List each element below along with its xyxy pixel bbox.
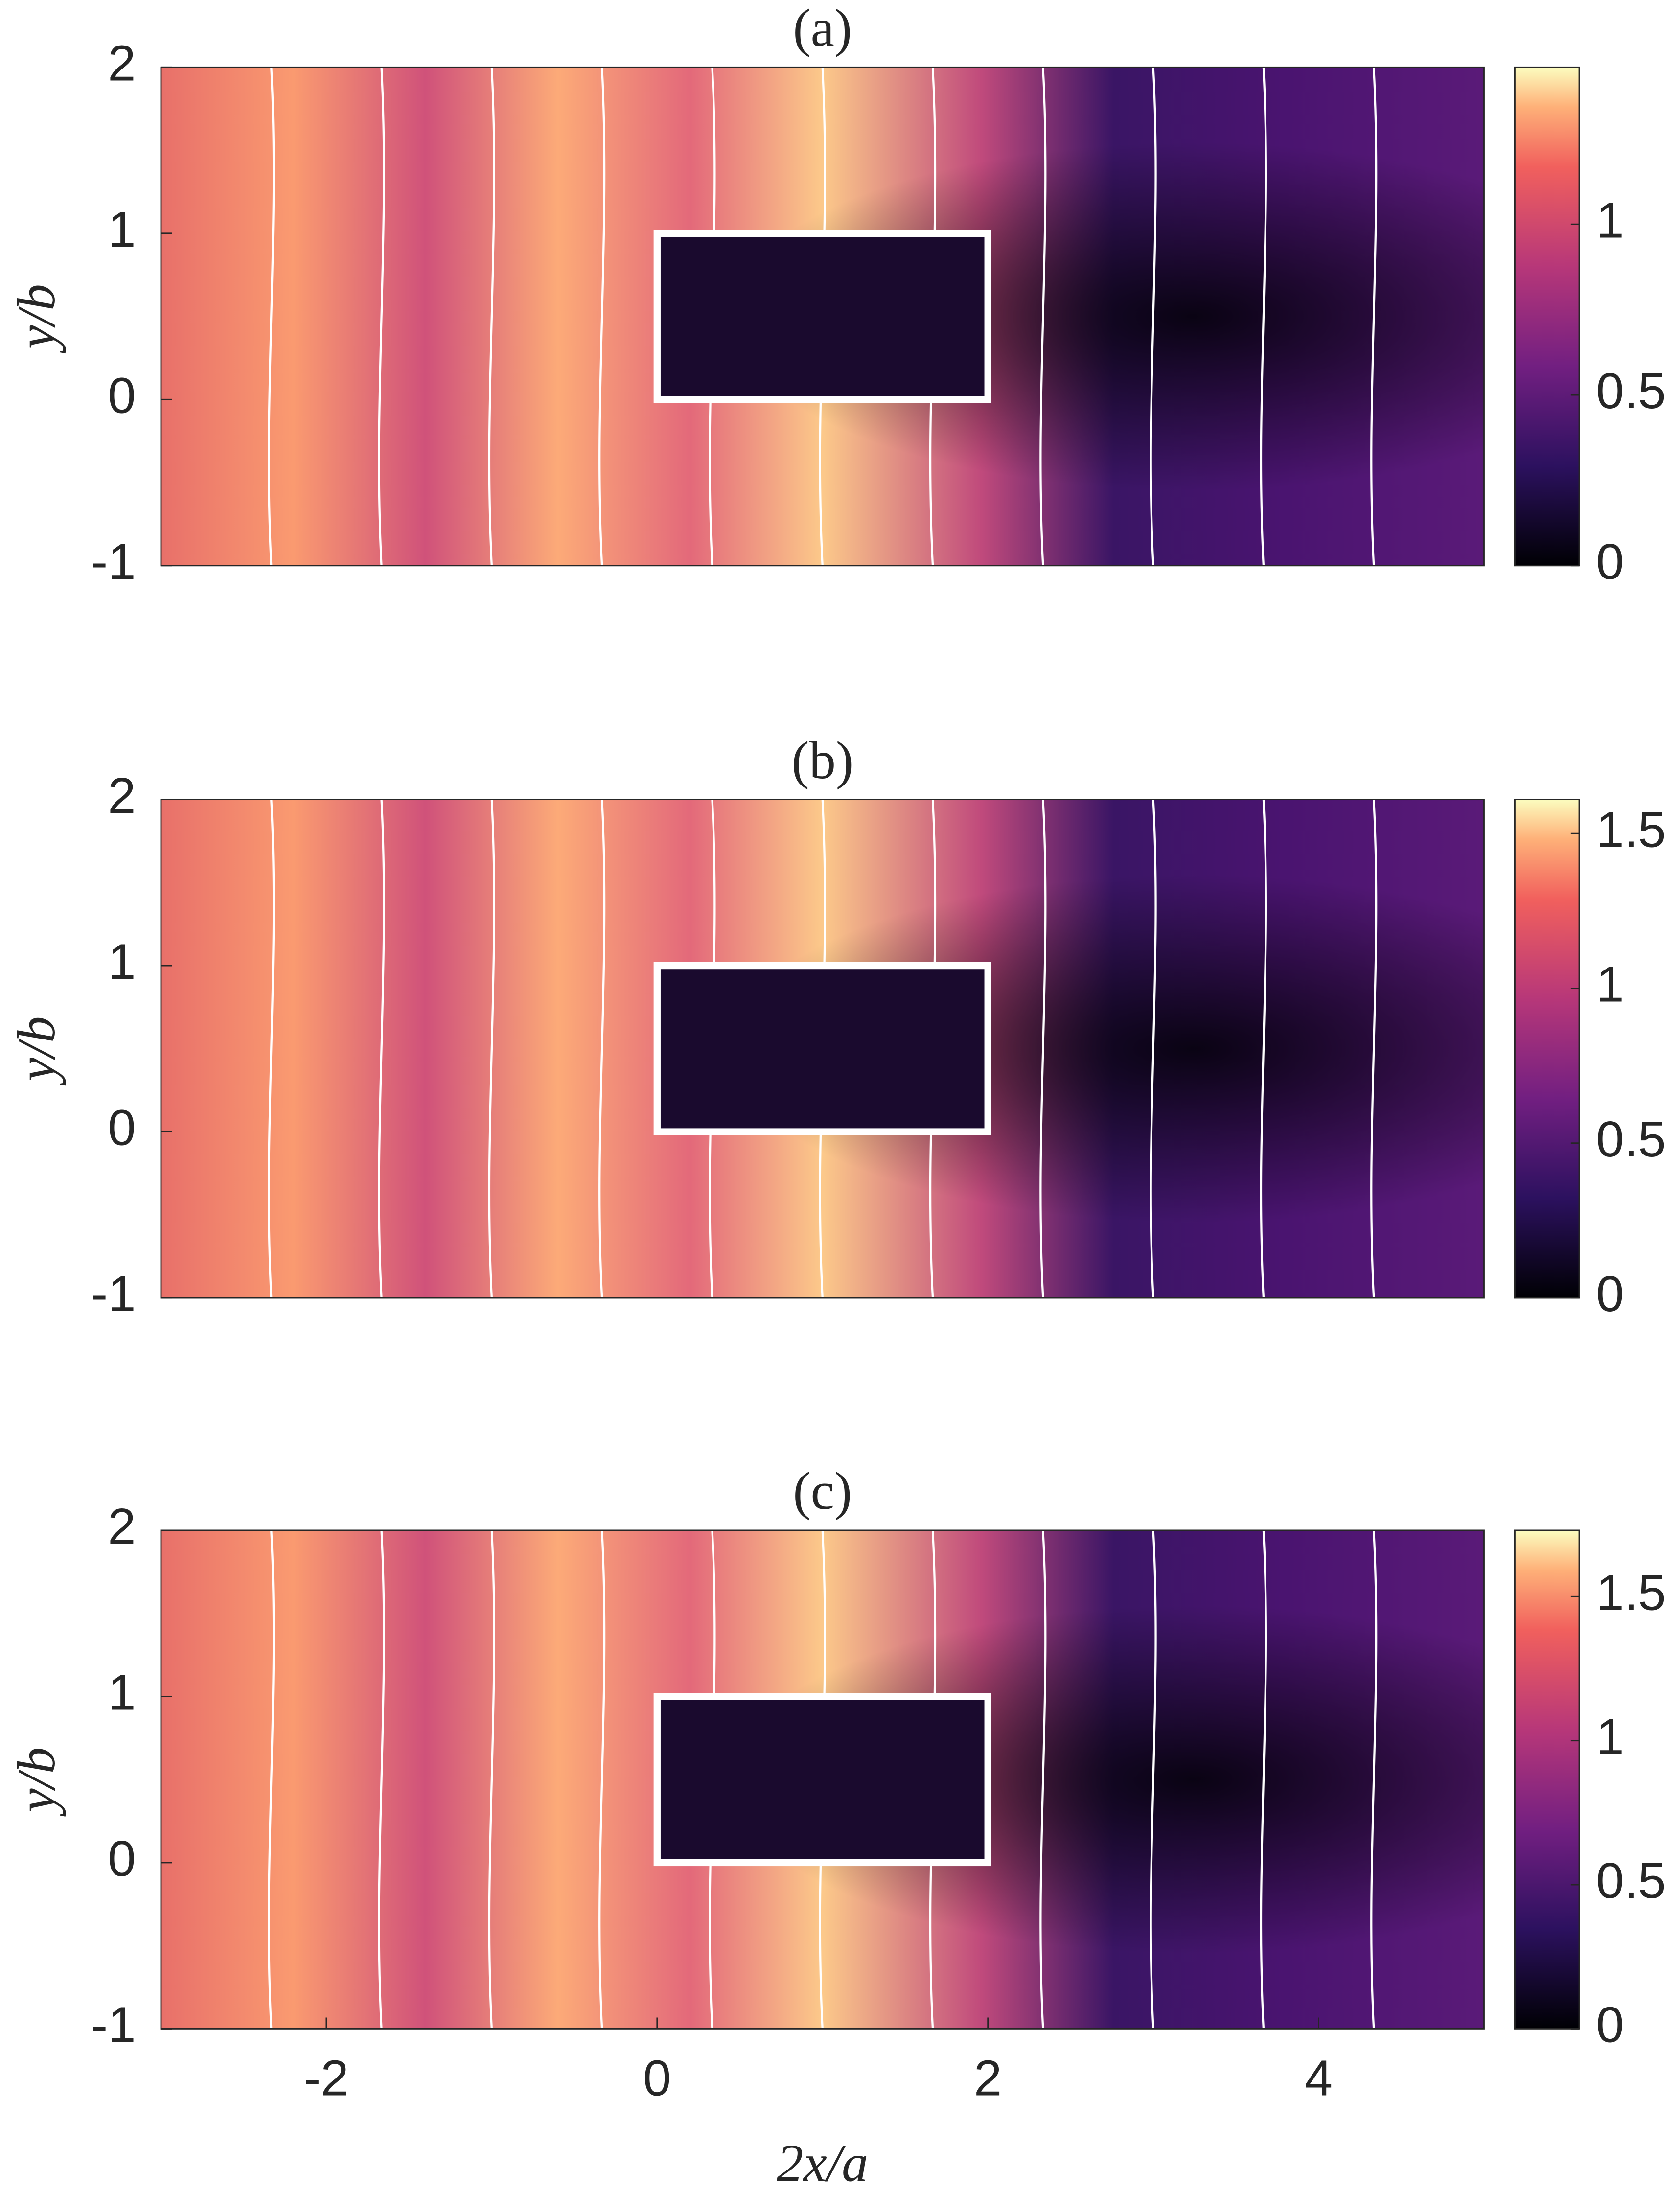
colorbar-tick-label: 1 (1596, 1708, 1624, 1765)
y-tick-label: 0 (108, 1830, 136, 1887)
y-tick-label: 1 (108, 933, 136, 990)
plot-frame (160, 1529, 1485, 2030)
colorbar-tick-label: 0 (1596, 1266, 1624, 1322)
streamline (1150, 67, 1157, 566)
panel-title: (c) (793, 1461, 852, 1521)
streamline (268, 67, 275, 566)
streamline (378, 799, 385, 1298)
streamline (1260, 799, 1267, 1298)
streamline (1370, 67, 1378, 566)
streamline (1370, 799, 1378, 1298)
colorbar-tick-label: 1.5 (1596, 801, 1666, 857)
colorbar-tick-label: 0.5 (1596, 363, 1666, 419)
colorbar-tick-label: 0.5 (1596, 1852, 1666, 1909)
streamline (1150, 799, 1157, 1298)
colorbar (1514, 1529, 1580, 2030)
streamline (598, 799, 606, 1298)
x-axis-label: 2x/a (777, 2133, 868, 2193)
x-tick-label: 2 (974, 2050, 1002, 2106)
plot-frame (160, 66, 1485, 567)
streamline (488, 67, 495, 566)
y-tick-label: 0 (108, 1100, 136, 1156)
colorbar-tick-label: 0.5 (1596, 1111, 1666, 1167)
y-tick-label: 2 (108, 35, 136, 92)
scatterer (653, 230, 991, 403)
streamline (1260, 1530, 1267, 2029)
streamline (268, 799, 275, 1298)
colorbar-tick-label: 0 (1596, 533, 1624, 590)
streamline (378, 67, 385, 566)
x-tick-label: -2 (304, 2050, 349, 2106)
scatterer (653, 962, 991, 1135)
x-tick-label: 4 (1305, 2050, 1333, 2106)
streamline (1370, 1530, 1378, 2029)
y-tick-label: 2 (108, 1498, 136, 1554)
colorbar-tick-label: 0 (1596, 1997, 1624, 2053)
streamline (1039, 67, 1047, 566)
streamline (1039, 1530, 1047, 2029)
colorbar-tick-label: 1 (1596, 956, 1624, 1013)
y-tick-label: 0 (108, 368, 136, 424)
colorbar-tick-label: 1.5 (1596, 1565, 1666, 1621)
streamline (1260, 67, 1267, 566)
colorbar (1514, 66, 1580, 567)
streamline (598, 1530, 606, 2029)
streamline (598, 67, 606, 566)
y-tick-label: 1 (108, 1664, 136, 1721)
streamline (488, 1530, 495, 2029)
y-axis-label: y/b (7, 284, 66, 354)
y-tick-label: -1 (91, 1997, 136, 2053)
y-axis-label: y/b (7, 1016, 66, 1086)
y-tick-label: 2 (108, 767, 136, 824)
streamline (268, 1530, 275, 2029)
colorbar (1514, 799, 1580, 1299)
plot-frame (160, 799, 1485, 1299)
x-tick-label: 0 (643, 2050, 671, 2106)
panel-title: (a) (793, 0, 852, 58)
scatterer (653, 1693, 991, 1867)
streamline (378, 1530, 385, 2029)
streamline (488, 799, 495, 1298)
y-tick-label: -1 (91, 1266, 136, 1322)
streamline (1039, 799, 1047, 1298)
y-tick-label: 1 (108, 201, 136, 257)
panel-title: (b) (791, 731, 853, 790)
streamline (1150, 1530, 1157, 2029)
y-tick-label: -1 (91, 533, 136, 590)
colorbar-tick-label: 1 (1596, 192, 1624, 248)
y-axis-label: y/b (7, 1747, 66, 1817)
